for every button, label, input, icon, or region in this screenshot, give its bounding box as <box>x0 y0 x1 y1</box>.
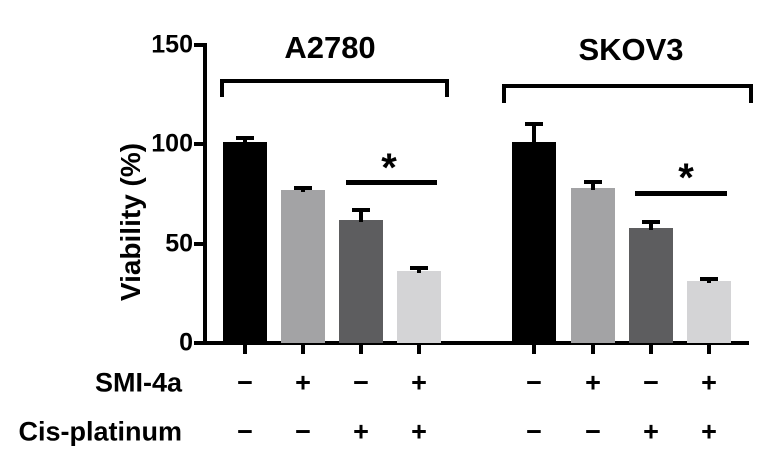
group-bracket-skov3-right-tick <box>749 84 753 103</box>
bar <box>512 142 556 343</box>
y-axis-tick <box>194 241 203 246</box>
error-bar-cap <box>294 186 312 191</box>
error-bar-cap <box>410 265 428 270</box>
error-bar-cap <box>700 277 718 282</box>
error-bar-cap <box>525 122 543 127</box>
x-axis-tick <box>243 345 247 354</box>
bar <box>629 227 673 343</box>
x-axis-tick <box>359 345 363 354</box>
plus-sign: + <box>701 416 717 447</box>
group-label-a2780: A2780 <box>284 30 376 65</box>
error-bar-stem <box>649 221 653 230</box>
y-axis-tick-label: 0 <box>179 328 193 357</box>
bar <box>281 190 325 343</box>
minus-sign: − <box>585 416 601 447</box>
error-bar-stem <box>417 267 421 274</box>
minus-sign: − <box>643 367 659 398</box>
minus-sign: − <box>526 367 542 398</box>
error-bar-stem <box>243 138 247 145</box>
minus-sign: − <box>353 367 369 398</box>
error-bar-stem <box>591 182 595 191</box>
x-axis-tick <box>649 345 653 354</box>
x-axis-tick <box>532 345 536 354</box>
group-bracket-a2780-left-tick <box>220 79 224 97</box>
group-bracket-a2780-right-tick <box>445 79 449 97</box>
row-label-cis-platinum: Cis-platinum <box>18 416 182 447</box>
y-axis-tick <box>194 341 203 345</box>
bar <box>687 281 731 343</box>
x-axis-tick <box>417 345 421 354</box>
significance-asterisk-skov3: * <box>678 156 694 200</box>
plus-sign: + <box>643 416 659 447</box>
significance-asterisk-a2780: * <box>381 146 397 190</box>
x-axis-tick <box>301 345 305 354</box>
y-axis-line <box>203 43 207 345</box>
error-bar-cap <box>236 136 254 141</box>
plus-sign: + <box>585 367 601 398</box>
plus-sign: + <box>411 416 427 447</box>
plus-sign: + <box>701 367 717 398</box>
error-bar-cap <box>642 219 660 224</box>
minus-sign: − <box>237 416 253 447</box>
plus-sign: + <box>411 367 427 398</box>
x-axis-tick <box>591 345 595 354</box>
error-bar-stem <box>359 209 363 222</box>
y-axis-tick <box>194 43 203 47</box>
group-label-skov3: SKOV3 <box>578 32 684 67</box>
error-bar-stem <box>532 124 536 145</box>
bar <box>571 188 615 343</box>
y-axis-title: Viability (%) <box>115 142 146 302</box>
bar <box>339 219 383 343</box>
error-bar-cap <box>352 207 370 212</box>
significance-line-a2780 <box>346 180 437 185</box>
significance-line-skov3 <box>635 191 727 196</box>
x-axis-tick <box>707 345 711 354</box>
minus-sign: − <box>526 416 542 447</box>
y-axis-tick-label: 50 <box>165 229 193 258</box>
group-bracket-a2780 <box>220 79 449 83</box>
y-axis-tick <box>194 142 203 147</box>
group-bracket-skov3-left-tick <box>502 84 506 103</box>
y-axis-tick-label: 150 <box>151 30 193 59</box>
group-bracket-skov3 <box>502 84 753 88</box>
error-bar-cap <box>584 180 602 185</box>
y-axis-tick-label: 100 <box>151 129 193 158</box>
plus-sign: + <box>353 416 369 447</box>
bar <box>397 271 441 343</box>
bar <box>223 142 267 343</box>
plus-sign: + <box>295 367 311 398</box>
minus-sign: − <box>237 367 253 398</box>
x-axis-line <box>203 341 749 345</box>
row-label-smi-4a: SMI-4a <box>94 367 182 398</box>
minus-sign: − <box>295 416 311 447</box>
